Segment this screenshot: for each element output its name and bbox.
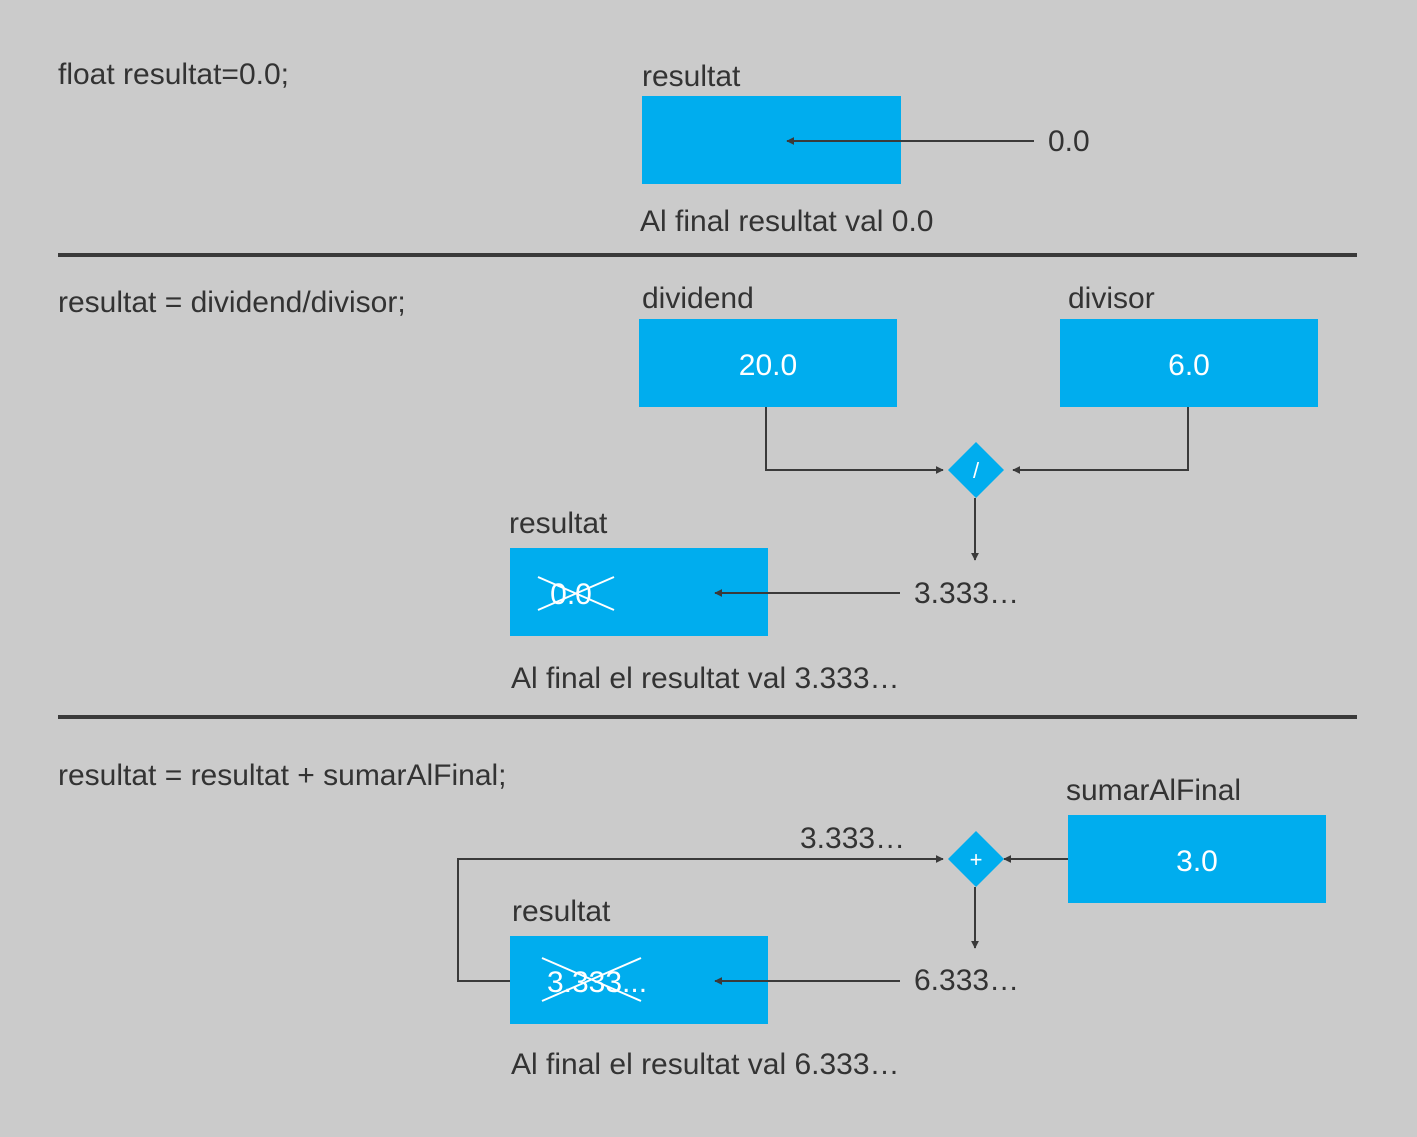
sumarAlFinal-box — [1068, 815, 1326, 903]
step3-new-value: 6.333… — [914, 964, 1019, 997]
step1-caption: Al final resultat val 0.0 — [640, 205, 933, 238]
sumarAlFinal-label: sumarAlFinal — [1066, 774, 1241, 807]
step3-caption: Al final el resultat val 6.333… — [511, 1048, 900, 1081]
step1-code-line: float resultat=0.0; — [58, 58, 289, 91]
divisor-box — [1060, 319, 1318, 407]
dividend-box — [639, 319, 897, 407]
step2-old-value: 0.0 — [550, 578, 592, 611]
step2-resultat-label: resultat — [509, 507, 608, 540]
plus-operator-diamond — [948, 831, 1004, 887]
step2-new-value: 3.333… — [914, 577, 1019, 610]
step3-code-line: resultat = resultat + sumarAlFinal; — [58, 759, 507, 792]
step1-resultat-label: resultat — [642, 60, 741, 93]
dividend-to-divide-arrow — [765, 407, 944, 474]
step2-section: resultat = dividend/divisor; dividend 20… — [58, 282, 1318, 695]
step3-feedback-value: 3.333… — [800, 822, 905, 855]
step1-section: float resultat=0.0; resultat 0.0 Al fina… — [58, 58, 1090, 238]
divide-operator-symbol: / — [973, 458, 980, 483]
step3-strike-line-2 — [541, 957, 642, 1002]
dividend-value: 20.0 — [739, 349, 797, 382]
sumarAlFinal-value: 3.0 — [1176, 845, 1218, 878]
divide-operator-diamond — [948, 442, 1004, 498]
divisor-to-divide-arrow — [1012, 407, 1189, 474]
step1-input-value: 0.0 — [1048, 125, 1090, 158]
divisor-label: divisor — [1068, 282, 1155, 315]
divisor-value: 6.0 — [1168, 349, 1210, 382]
dividend-label: dividend — [642, 282, 754, 315]
step3-resultat-label: resultat — [512, 895, 611, 928]
plus-operator-symbol: + — [970, 847, 983, 872]
step2-strike-line-2 — [537, 576, 615, 611]
feedback-to-plus-arrow — [457, 855, 944, 982]
step2-caption: Al final el resultat val 3.333… — [511, 662, 900, 695]
step3-section: resultat = resultat + sumarAlFinal; suma… — [58, 759, 1326, 1081]
step2-code-line: resultat = dividend/divisor; — [58, 286, 406, 319]
